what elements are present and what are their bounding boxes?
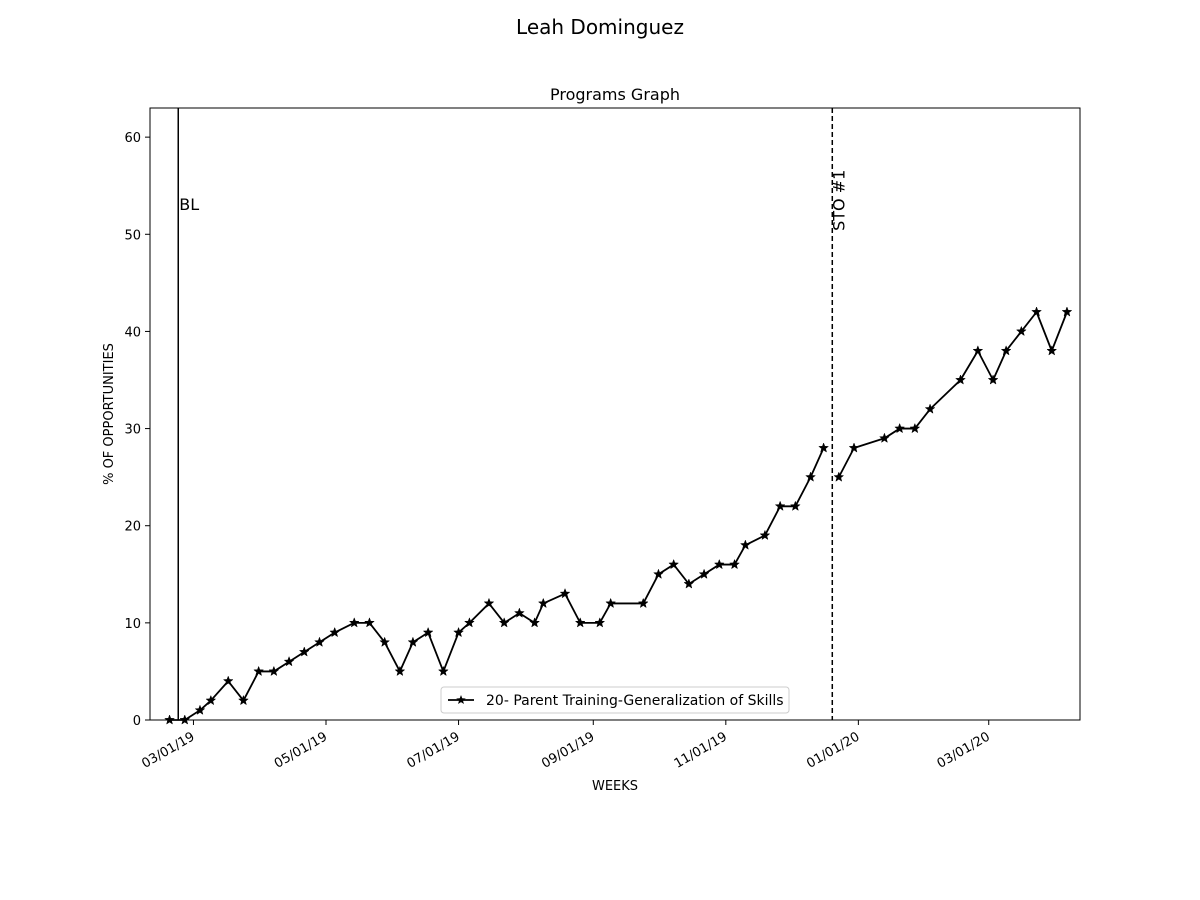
data-point — [364, 617, 375, 628]
phase-line-label: BL — [179, 195, 199, 214]
data-point — [314, 636, 325, 647]
data-point — [498, 617, 510, 628]
y-tick-label: 50 — [124, 228, 141, 243]
data-point — [205, 694, 217, 706]
data-point — [537, 597, 549, 609]
data-point — [1031, 306, 1042, 317]
data-point — [394, 665, 406, 677]
data-point — [878, 432, 890, 443]
data-point — [268, 665, 280, 677]
data-point — [559, 587, 571, 599]
chart-title: Programs Graph — [550, 85, 680, 104]
data-point — [805, 471, 816, 482]
data-point — [818, 442, 830, 453]
data-point — [407, 636, 419, 647]
data-point — [483, 597, 495, 609]
data-point — [909, 422, 921, 434]
data-point — [759, 529, 771, 541]
data-point — [924, 403, 936, 414]
legend: 20- Parent Training-Generalization of Sk… — [440, 686, 790, 714]
data-point — [463, 617, 475, 628]
figure-suptitle: Leah Dominguez — [516, 15, 684, 39]
data-point — [348, 617, 360, 628]
data-point — [222, 675, 234, 686]
y-tick-label: 60 — [124, 131, 141, 146]
data-point — [422, 626, 434, 638]
data-point — [739, 539, 751, 550]
data-point — [329, 626, 341, 638]
y-tick-label: 30 — [124, 423, 141, 438]
data-point — [453, 626, 464, 638]
data-point — [653, 568, 664, 579]
phase-line-label: STO #1 — [829, 170, 848, 231]
y-axis: 0 10 20 30 40 50 60 — [124, 131, 150, 729]
data-point — [774, 500, 786, 511]
plot-area: BL STO #1 — [164, 108, 1073, 725]
data-point — [848, 442, 860, 453]
legend-marker-swatch — [456, 695, 466, 705]
data-point — [574, 617, 586, 628]
x-axis-label: WEEKS — [592, 779, 638, 794]
data-point — [972, 345, 984, 356]
data-point — [987, 374, 999, 385]
data-point — [1061, 306, 1073, 317]
data-point — [437, 665, 449, 677]
data-point — [605, 597, 617, 609]
data-point — [1046, 345, 1058, 356]
data-point — [513, 607, 525, 618]
data-point — [729, 558, 740, 570]
data-point — [789, 500, 801, 511]
data-point — [298, 646, 310, 657]
y-tick-label: 20 — [124, 520, 141, 535]
data-point — [683, 578, 695, 589]
data-point — [713, 558, 725, 570]
data-point — [833, 471, 845, 482]
y-axis-label: % OF OPPORTUNITIES — [102, 343, 117, 485]
axes-frame — [149, 107, 1081, 721]
data-point — [594, 617, 606, 628]
data-point — [253, 665, 265, 677]
data-point — [194, 704, 206, 715]
data-point — [698, 568, 710, 579]
legend-entry-label: 20- Parent Training-Generalization of Sk… — [486, 693, 784, 709]
data-point — [379, 636, 391, 647]
legend-box — [440, 686, 790, 714]
data-point — [1000, 345, 1012, 356]
data-point — [894, 422, 906, 434]
data-point — [637, 597, 649, 609]
data-point — [1015, 325, 1027, 337]
data-point — [955, 374, 966, 385]
data-point — [668, 558, 680, 570]
data-point — [529, 617, 541, 628]
y-tick-label: 40 — [124, 325, 141, 340]
y-tick-label: 0 — [133, 714, 141, 729]
y-tick-label: 10 — [124, 617, 141, 632]
data-point — [238, 694, 249, 706]
data-point — [283, 655, 295, 667]
